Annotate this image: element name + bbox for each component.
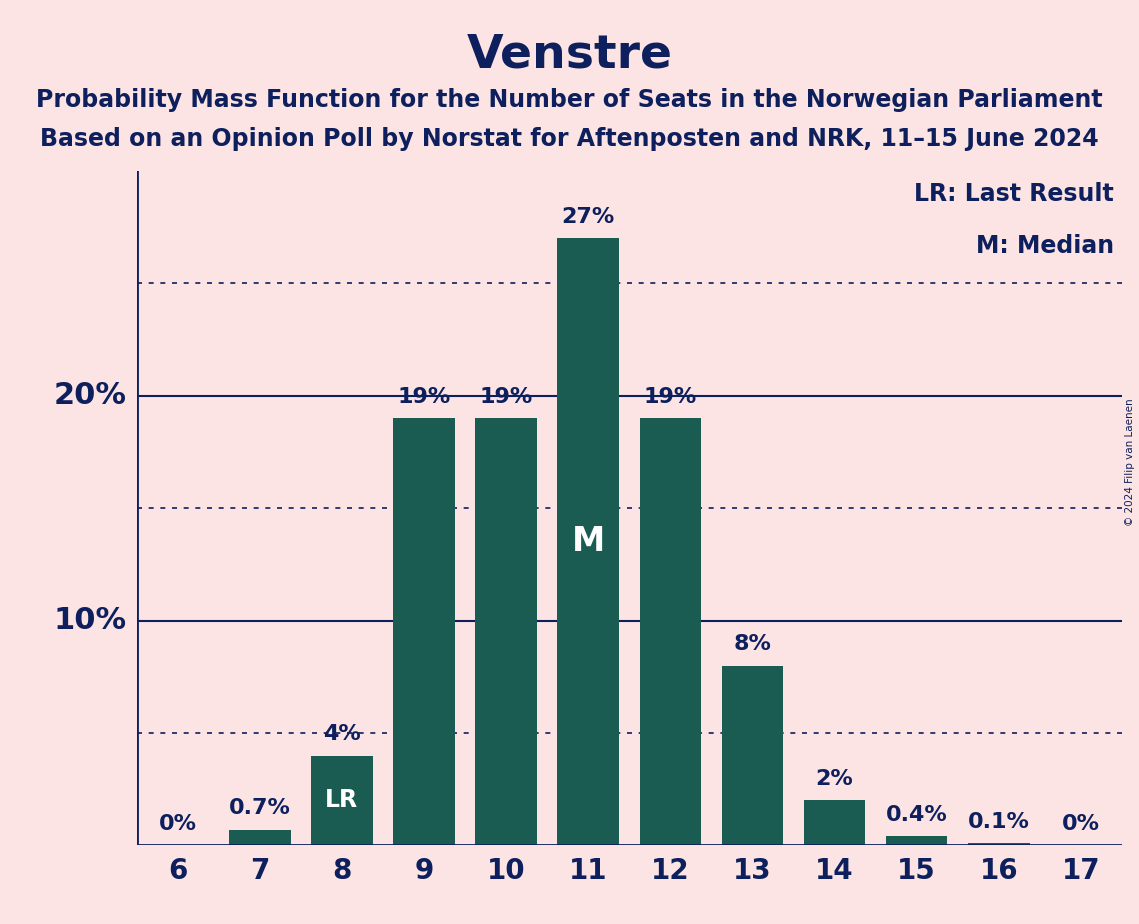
Text: 19%: 19% [480, 387, 533, 407]
Bar [311, 756, 372, 845]
Bar [968, 844, 1030, 845]
Text: M: M [572, 526, 605, 558]
Bar [557, 238, 618, 845]
Bar [804, 800, 866, 845]
Text: 2%: 2% [816, 770, 853, 789]
Text: 19%: 19% [398, 387, 451, 407]
Text: Venstre: Venstre [467, 32, 672, 78]
Text: LR: LR [326, 788, 359, 812]
Text: 0.7%: 0.7% [229, 798, 290, 819]
Bar [393, 419, 454, 845]
Text: 0.1%: 0.1% [968, 812, 1030, 832]
Text: 20%: 20% [54, 382, 126, 410]
Text: 0%: 0% [158, 814, 197, 834]
Text: 27%: 27% [562, 207, 615, 227]
Bar [229, 830, 290, 845]
Text: 4%: 4% [323, 724, 361, 745]
Text: 10%: 10% [54, 606, 126, 635]
Text: 0.4%: 0.4% [886, 805, 948, 825]
Text: LR: Last Result: LR: Last Result [913, 182, 1114, 206]
Text: M: Median: M: Median [976, 234, 1114, 258]
Text: Probability Mass Function for the Number of Seats in the Norwegian Parliament: Probability Mass Function for the Number… [36, 88, 1103, 112]
Text: 8%: 8% [734, 635, 771, 654]
Text: Based on an Opinion Poll by Norstat for Aftenposten and NRK, 11–15 June 2024: Based on an Opinion Poll by Norstat for … [40, 127, 1099, 151]
Text: 0%: 0% [1062, 814, 1100, 834]
Bar [722, 665, 784, 845]
Text: © 2024 Filip van Laenen: © 2024 Filip van Laenen [1125, 398, 1134, 526]
Bar [886, 836, 948, 845]
Bar [475, 419, 536, 845]
Bar [640, 419, 702, 845]
Text: 19%: 19% [644, 387, 697, 407]
